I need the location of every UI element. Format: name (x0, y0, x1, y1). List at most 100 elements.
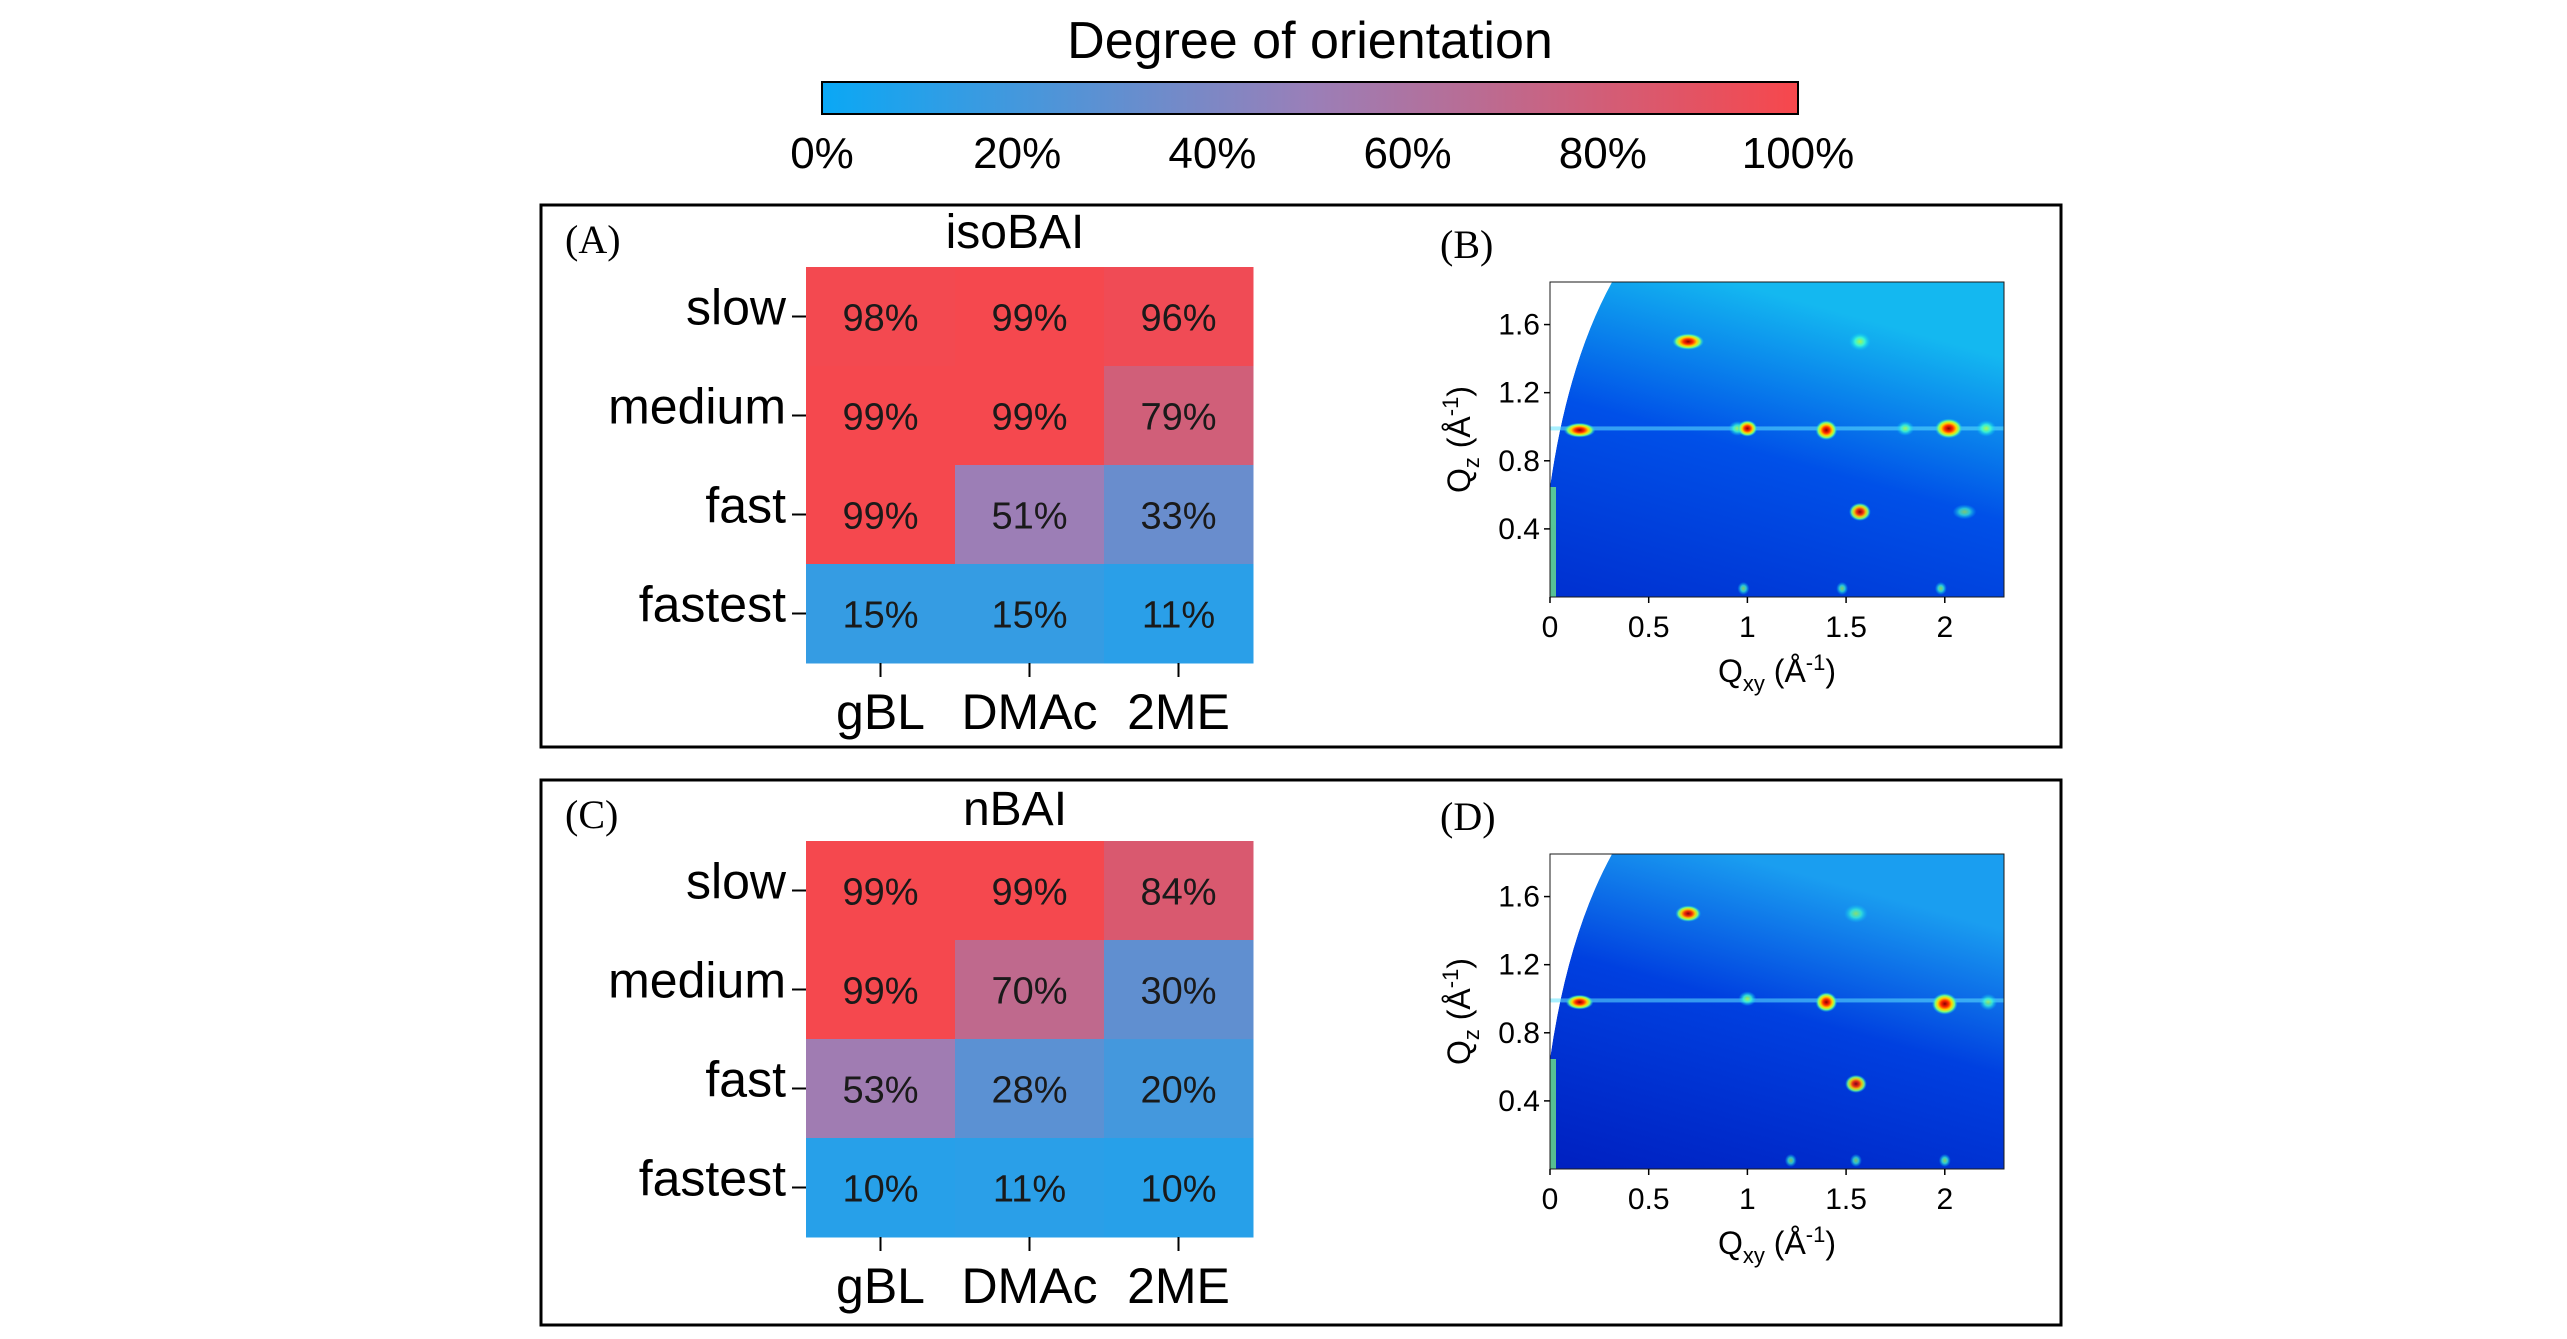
diffraction-spot (1848, 502, 1871, 521)
heatmap-col-label: 2ME (1127, 1258, 1230, 1314)
y-axis-tick-label: 0.8 (1498, 445, 1540, 478)
y-axis-tick-label: 1.2 (1498, 377, 1540, 410)
diffraction-spot (1952, 504, 1977, 520)
beamstop-edge (1550, 1059, 1556, 1169)
heatmap-cell-label: 99% (842, 496, 918, 538)
colorbar-gradient (821, 81, 1799, 115)
x-axis-tick-label: 2 (1936, 1183, 1953, 1216)
diffraction-spot (1815, 420, 1838, 441)
heatmap-cell (1104, 366, 1254, 466)
heatmap-cell-label: 99% (842, 397, 918, 439)
heatmap-row-label: fastest (639, 577, 786, 633)
colorbar: Degree of orientation 0% 20% 40% 60% 80% 100% (790, 12, 1854, 178)
colorbar-tick-label: 100% (1742, 129, 1855, 178)
heatmap-cell (806, 366, 956, 466)
giwaxs-frame (1549, 853, 2005, 1170)
y-axis-tick-label: 0.4 (1498, 1085, 1540, 1118)
x-axis-tick-label: 0.5 (1628, 611, 1670, 644)
heatmap-col-label: gBL (836, 684, 925, 740)
heatmap-row-label: medium (608, 953, 786, 1009)
diffraction-spot (1815, 992, 1838, 1013)
heatmap-cell-label: 99% (991, 397, 1067, 439)
y-axis-label: Qz (Å-1) (1438, 386, 1484, 493)
diffraction-spot (1738, 991, 1757, 1007)
heatmap-cell-label: 79% (1140, 397, 1216, 439)
y-axis-tick-label: 0.4 (1498, 513, 1540, 546)
heatmap-cell-label: 53% (842, 1070, 918, 1112)
heatmap-cell (806, 465, 956, 565)
heatmap-cell-label: 70% (991, 971, 1067, 1013)
x-axis-label: Qxy (Å-1) (1718, 1222, 1836, 1268)
diffraction-spot (1979, 993, 1998, 1011)
horizon-streak (1550, 998, 2004, 1003)
heatmap-cell-label: 10% (1140, 1169, 1216, 1211)
y-axis-tick-label: 1.2 (1498, 949, 1540, 982)
heatmap-cell-label: 84% (1140, 872, 1216, 914)
heatmap-cell-label: 51% (991, 496, 1067, 538)
diffraction-spot (1845, 1074, 1867, 1093)
heatmap-cell (955, 940, 1105, 1040)
y-axis-tick-label: 1.6 (1498, 881, 1540, 914)
heatmap-nbai: 99% 99% 84% 99% 70% 30% 53% 28% 20% 10% 11% 10% slow… (608, 841, 1254, 1314)
diffraction-spot (1675, 905, 1702, 922)
diffraction-spot (1976, 420, 1997, 437)
heatmap-cell-label: 33% (1140, 496, 1216, 538)
detector-background (1550, 854, 2004, 1169)
panel-label-d: (D) (1440, 794, 1496, 839)
colorbar-tick-label: 20% (973, 129, 1061, 178)
heatmap-cell-label: 10% (842, 1169, 918, 1211)
heatmap-cell (806, 1138, 956, 1238)
giwaxs-plot-area (1550, 854, 2004, 1169)
heatmap-cell-label: 30% (1140, 971, 1216, 1013)
x-axis-tick-label: 1.5 (1825, 611, 1867, 644)
diffraction-spot (1737, 420, 1758, 437)
heatmap-cell (806, 940, 956, 1040)
heatmap-cell-label: 99% (842, 971, 918, 1013)
heatmap-cell (955, 267, 1105, 367)
heatmap-cell-label: 96% (1140, 298, 1216, 340)
heatmap-cell (1104, 564, 1254, 664)
giwaxs-plot-area (1550, 282, 2004, 597)
diffraction-spot (1784, 1153, 1797, 1168)
heatmap-col-label: DMAc (961, 1258, 1097, 1314)
heatmap-cell (1104, 1138, 1254, 1238)
heatmap-cell (806, 564, 956, 664)
colorbar-tick-label: 0% (790, 129, 854, 178)
heatmap-row-label: slow (686, 854, 787, 910)
heatmap-row-label: medium (608, 379, 786, 435)
diffraction-spot (1737, 581, 1750, 596)
heatmap-row-label: fast (705, 478, 786, 534)
heatmap-col-label: 2ME (1127, 684, 1230, 740)
heatmap-row-label: fastest (639, 1151, 786, 1207)
heatmap-cell-label: 11% (993, 1169, 1066, 1211)
diffraction-spot (1938, 1153, 1951, 1168)
giwaxs-map-d: 0 0.5 1 1.5 2 0.4 0.8 1.2 1.6 Qxy (Å-1) Qz (Å-1) (1438, 853, 2005, 1268)
panel-frame-bottom (539, 778, 2063, 1327)
colorbar-tick-label: 80% (1559, 129, 1647, 178)
y-axis-label: Qz (Å-1) (1438, 958, 1484, 1065)
x-axis-tick-label: 1 (1739, 1183, 1756, 1216)
x-axis-tick-label: 0 (1542, 611, 1559, 644)
colorbar-tick-label: 60% (1364, 129, 1452, 178)
giwaxs-map-b: 0 0.5 1 1.5 2 0.4 0.8 1.2 1.6 Qxy (Å-1) Qz (Å-1) (1438, 281, 2005, 696)
heatmap-cell-label: 15% (842, 595, 918, 637)
heatmap-cell-label: 98% (842, 298, 918, 340)
diffraction-spot (1848, 332, 1871, 351)
heatmap-cell-label: 11% (1142, 595, 1215, 637)
diffraction-spot (1849, 1153, 1862, 1168)
panel-label-b: (B) (1440, 222, 1493, 267)
heatmap-cell (1104, 267, 1254, 367)
diffraction-spot (1896, 421, 1915, 436)
heatmap-cell (1104, 940, 1254, 1040)
heatmap-row-label: fast (705, 1052, 786, 1108)
heatmap-cell (955, 841, 1105, 941)
heatmap-cell (1104, 465, 1254, 565)
heatmap-cell (955, 1138, 1105, 1238)
diffraction-spot (1672, 333, 1705, 350)
x-axis-tick-label: 0 (1542, 1183, 1559, 1216)
colorbar-tick-label: 40% (1168, 129, 1256, 178)
heatmap-cell (955, 1039, 1105, 1139)
heatmap-cell (1104, 1039, 1254, 1139)
giwaxs-frame (1549, 281, 2005, 598)
